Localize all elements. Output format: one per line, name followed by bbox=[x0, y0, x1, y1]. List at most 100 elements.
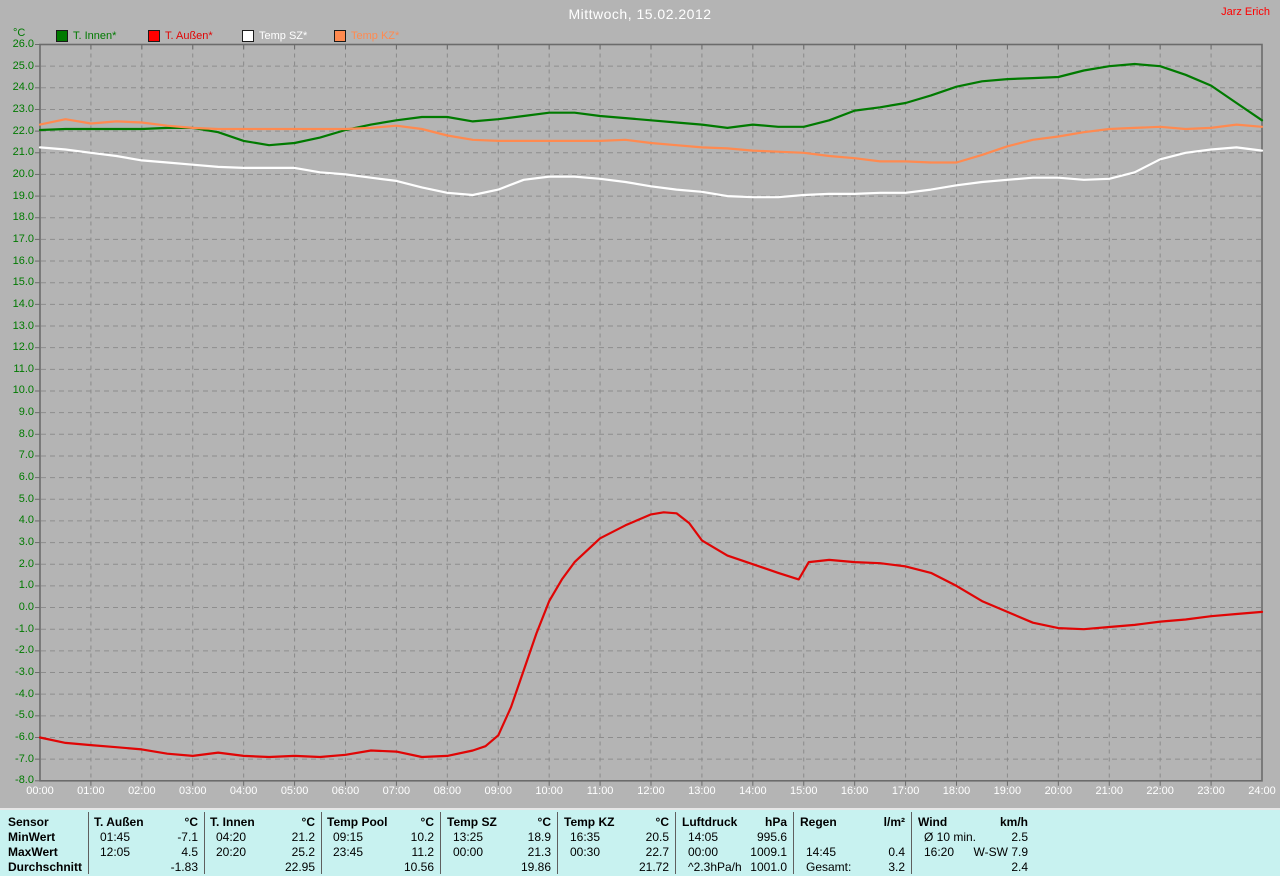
table-separator bbox=[321, 812, 322, 874]
sensor-stats-table: Sensor MinWert MaxWert Durchschnitt T. Außen… bbox=[0, 808, 1280, 876]
table-separator bbox=[675, 812, 676, 874]
y-tick-label: 25.0 bbox=[12, 59, 34, 72]
legend-item-temp-sz: Temp SZ* bbox=[242, 29, 307, 42]
stat-col-name: Luftdruck bbox=[682, 815, 738, 829]
x-tick-label: 09:00 bbox=[484, 785, 513, 797]
legend-label: Temp SZ* bbox=[259, 29, 308, 42]
y-tick-label: 21.0 bbox=[12, 146, 34, 159]
x-tick-label: 11:00 bbox=[586, 785, 614, 797]
y-tick-label: 13.0 bbox=[12, 319, 34, 332]
stat-value: 0.4 bbox=[888, 845, 905, 859]
y-tick-label: 12.0 bbox=[12, 341, 34, 354]
y-tick-label: 18.0 bbox=[12, 211, 34, 224]
y-tick-label: 22.0 bbox=[12, 124, 34, 137]
stat-value: 21.3 bbox=[527, 845, 551, 859]
table-separator bbox=[440, 812, 441, 874]
y-tick-label: 15.0 bbox=[12, 276, 34, 289]
stat-value: -7.1 bbox=[177, 830, 198, 844]
stat-value: W-SW 7.9 bbox=[973, 845, 1028, 859]
stat-col-unit: hPa bbox=[764, 815, 787, 829]
stat-time: 14:05 bbox=[688, 830, 719, 844]
stat-time: 20:20 bbox=[216, 845, 247, 859]
y-tick-label: -2.0 bbox=[15, 644, 34, 657]
stat-col-name: T. Innen bbox=[210, 815, 255, 829]
x-tick-label: 07:00 bbox=[382, 785, 411, 797]
x-tick-label: 01:00 bbox=[77, 785, 105, 797]
stat-time: 16:20 bbox=[924, 845, 955, 859]
y-tick-label: 6.0 bbox=[18, 471, 34, 484]
legend-label: Temp KZ* bbox=[351, 29, 400, 42]
y-tick-label: 9.0 bbox=[18, 406, 34, 419]
y-tick-label: 3.0 bbox=[18, 536, 34, 549]
stat-time: 12:05 bbox=[100, 845, 131, 859]
stat-col-unit: °C bbox=[420, 815, 434, 829]
stat-col-unit: °C bbox=[184, 815, 198, 829]
y-tick-label: 24.0 bbox=[12, 81, 34, 94]
legend-swatch-t-innen-icon bbox=[56, 29, 68, 42]
stat-time: ^2.3hPa/h bbox=[688, 860, 742, 874]
stat-value: 10.56 bbox=[403, 860, 434, 874]
stat-value: -1.83 bbox=[170, 860, 198, 874]
stat-time: 09:15 bbox=[333, 830, 364, 844]
bottom-strip bbox=[0, 876, 1280, 881]
stat-value: 20.5 bbox=[645, 830, 669, 844]
series-temp-kz- bbox=[38, 118, 1264, 164]
stat-value: 21.72 bbox=[638, 860, 669, 874]
y-tick-label: 26.0 bbox=[12, 38, 34, 50]
legend-item-t-aussen: T. Außen* bbox=[148, 29, 213, 42]
y-tick-label: 1.0 bbox=[18, 579, 34, 592]
y-tick-label: -4.0 bbox=[15, 687, 34, 700]
y-tick-label: 7.0 bbox=[18, 449, 34, 462]
legend-label: T. Innen* bbox=[73, 29, 117, 42]
y-tick-label: -6.0 bbox=[15, 730, 34, 743]
table-separator bbox=[88, 812, 89, 874]
stat-row-label: Durchschnitt bbox=[8, 860, 83, 874]
stat-value: 19.86 bbox=[520, 860, 551, 874]
x-tick-label: 21:00 bbox=[1095, 785, 1124, 797]
stat-col-unit: km/h bbox=[999, 815, 1028, 829]
stat-time: 01:45 bbox=[100, 830, 131, 844]
y-tick-label: -3.0 bbox=[15, 666, 34, 679]
legend-swatch-t-aussen-icon bbox=[148, 29, 160, 42]
series-t-au-en- bbox=[38, 511, 1264, 759]
y-tick-label: -7.0 bbox=[15, 752, 34, 765]
user-name: Jarz Erich bbox=[1221, 6, 1270, 18]
legend-label: T. Außen* bbox=[165, 29, 213, 42]
y-tick-label: 19.0 bbox=[12, 189, 34, 202]
stat-value: 21.2 bbox=[291, 830, 315, 844]
table-separator bbox=[793, 812, 794, 874]
stat-row-label: Sensor bbox=[8, 815, 49, 829]
stat-time: 16:35 bbox=[570, 830, 601, 844]
stat-value: 18.9 bbox=[527, 830, 551, 844]
legend-swatch-temp-sz-icon bbox=[242, 29, 254, 42]
legend-item-temp-kz: Temp KZ* bbox=[334, 29, 399, 42]
series-t-innen- bbox=[38, 62, 1264, 147]
y-tick-label: -1.0 bbox=[15, 622, 34, 635]
stat-time: 00:00 bbox=[688, 845, 719, 859]
stat-col-unit: l/m² bbox=[883, 815, 905, 829]
x-tick-label: 04:00 bbox=[229, 785, 258, 797]
stat-time: 00:30 bbox=[570, 845, 601, 859]
stat-col-name: Temp KZ bbox=[564, 815, 615, 829]
y-tick-label: 10.0 bbox=[12, 384, 34, 397]
x-tick-label: 19:00 bbox=[993, 785, 1022, 797]
stat-value: 2.4 bbox=[1011, 860, 1028, 874]
stat-col-name: Wind bbox=[918, 815, 948, 829]
x-tick-label: 13:00 bbox=[688, 785, 716, 797]
page-title: Mittwoch, 15.02.2012 bbox=[568, 6, 712, 22]
stat-col-unit: °C bbox=[301, 815, 315, 829]
stat-value: 22.95 bbox=[284, 860, 315, 874]
stat-col-name: Regen bbox=[800, 815, 837, 829]
y-tick-label: 11.0 bbox=[13, 362, 34, 375]
x-tick-label: 17:00 bbox=[891, 785, 920, 797]
y-tick-label: 20.0 bbox=[12, 167, 34, 180]
table-separator bbox=[204, 812, 205, 874]
stat-value: 11.2 bbox=[411, 845, 434, 859]
stat-time: 04:20 bbox=[216, 830, 247, 844]
y-tick-label: 5.0 bbox=[18, 492, 34, 505]
y-tick-label: -8.0 bbox=[15, 774, 34, 787]
stat-col-name: T. Außen bbox=[94, 815, 144, 829]
stat-col-unit: °C bbox=[537, 815, 551, 829]
stat-col-unit: °C bbox=[655, 815, 669, 829]
